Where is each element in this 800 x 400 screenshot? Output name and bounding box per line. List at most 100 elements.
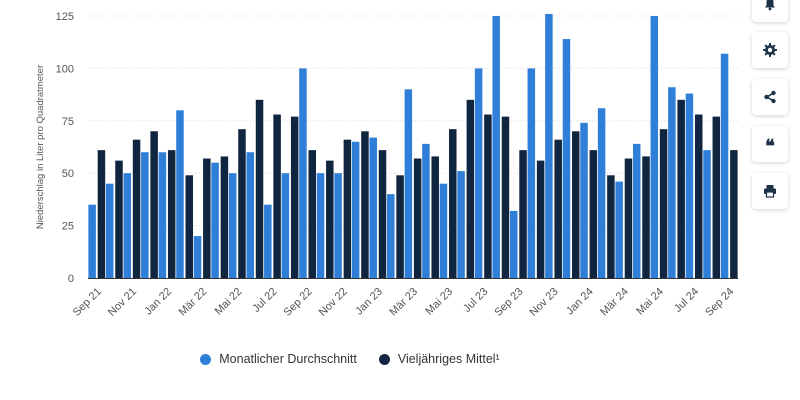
bar-longterm [220, 156, 229, 278]
gear-icon [763, 43, 777, 57]
x-tick-label: Mär 22 [177, 286, 210, 319]
bar-longterm [694, 114, 703, 279]
settings-button[interactable] [752, 32, 788, 68]
bar-longterm [536, 160, 545, 278]
bar-longterm [484, 114, 492, 279]
x-tick-label: Jul 23 [461, 286, 490, 315]
bar-monthly [650, 16, 659, 278]
bar-monthly [246, 152, 254, 278]
bar-longterm [378, 150, 387, 278]
bar-monthly [105, 183, 114, 278]
bar-monthly [632, 143, 641, 278]
cite-button[interactable]: ❝ [752, 126, 788, 162]
bar-longterm [712, 116, 721, 278]
bar-monthly [158, 152, 167, 278]
bar-longterm [238, 129, 246, 278]
bar-longterm [132, 139, 141, 278]
x-tick-label: Nov 21 [106, 286, 139, 319]
bar-longterm [167, 150, 176, 278]
bar-longterm [150, 131, 158, 278]
bar-longterm [203, 158, 211, 278]
legend-swatch-monthly [200, 353, 212, 365]
bar-monthly [369, 137, 377, 278]
bar-longterm [97, 150, 106, 278]
bar-longterm [642, 156, 650, 278]
bar-monthly [316, 173, 325, 278]
bar-longterm [554, 139, 562, 278]
bar-longterm [273, 114, 281, 279]
y-tick-label: 25 [62, 221, 74, 233]
bar-longterm [255, 99, 264, 278]
bar-monthly [299, 68, 307, 279]
bar-monthly [457, 171, 465, 278]
legend-item-monthly[interactable]: Monatlicher Durchschnitt [200, 352, 357, 366]
bar-longterm [466, 99, 475, 278]
x-tick-label: Mai 22 [213, 286, 245, 318]
bar-monthly [211, 162, 219, 278]
bar-monthly [88, 204, 96, 278]
bar-monthly [176, 110, 184, 278]
legend-label-longterm: Vieljähriges Mittel¹ [397, 352, 500, 366]
bar-longterm [185, 175, 194, 278]
bar-longterm [730, 150, 738, 278]
x-tick-label: Nov 23 [528, 286, 561, 319]
bar-monthly [228, 173, 237, 278]
quote-icon: ❝ [765, 136, 775, 157]
bar-longterm [431, 156, 439, 278]
x-tick-label: Jan 22 [142, 286, 174, 318]
x-tick-label: Mär 24 [598, 286, 631, 319]
bar-longterm [607, 175, 615, 278]
legend-item-longterm[interactable]: Vieljähriges Mittel¹ [378, 352, 500, 366]
bar-longterm [361, 131, 369, 278]
bar-longterm [449, 129, 457, 278]
bar-monthly [562, 39, 571, 278]
share-button[interactable] [752, 79, 788, 115]
bar-monthly [615, 181, 623, 278]
x-tick-label: Sep 21 [71, 286, 104, 319]
legend-swatch-longterm [378, 353, 390, 365]
y-tick-label: 0 [68, 273, 74, 285]
bar-longterm [677, 99, 685, 278]
bar-monthly [193, 236, 202, 278]
print-button[interactable] [752, 173, 788, 209]
bar-longterm [519, 150, 527, 278]
x-tick-label: Sep 22 [282, 286, 315, 319]
bar-longterm [659, 129, 668, 278]
legend-label-monthly: Monatlicher Durchschnitt [219, 352, 357, 366]
bar-monthly [474, 68, 483, 279]
bar-longterm [115, 160, 123, 278]
bar-longterm [624, 158, 633, 278]
bar-longterm [290, 116, 299, 278]
bar-monthly [422, 143, 430, 278]
bar-longterm [413, 158, 422, 278]
y-tick-label: 100 [56, 63, 74, 75]
bar-monthly [597, 108, 606, 278]
x-tick-label: Sep 24 [703, 286, 736, 319]
notification-button[interactable] [752, 0, 788, 22]
x-tick-label: Nov 22 [317, 286, 350, 319]
bar-longterm [326, 160, 334, 278]
y-tick-label: 75 [62, 116, 74, 128]
y-axis-title: Niederschlag in Liter pro Quadratmeter [35, 65, 46, 229]
y-tick-label: 50 [62, 168, 74, 180]
bar-monthly [281, 173, 290, 278]
bar-monthly [720, 53, 729, 279]
x-tick-label: Sep 23 [492, 286, 525, 319]
bar-monthly [492, 16, 500, 278]
bar-monthly [123, 173, 132, 278]
x-tick-label: Jan 24 [564, 286, 596, 318]
x-tick-label: Jul 24 [672, 286, 701, 315]
legend: Monatlicher Durchschnitt Vieljähriges Mi… [0, 352, 700, 366]
bar-monthly [668, 87, 676, 278]
bar-monthly [387, 194, 395, 278]
bar-monthly [527, 68, 536, 279]
bar-monthly [404, 89, 413, 278]
bar-longterm [589, 150, 598, 278]
x-tick-label: Mai 23 [423, 286, 455, 318]
bar-longterm [308, 150, 316, 278]
bar-monthly [580, 122, 588, 279]
y-tick-label: 125 [56, 11, 74, 23]
x-tick-label: Mär 23 [387, 286, 420, 319]
bar-monthly [545, 13, 553, 279]
bar-monthly [351, 141, 360, 278]
